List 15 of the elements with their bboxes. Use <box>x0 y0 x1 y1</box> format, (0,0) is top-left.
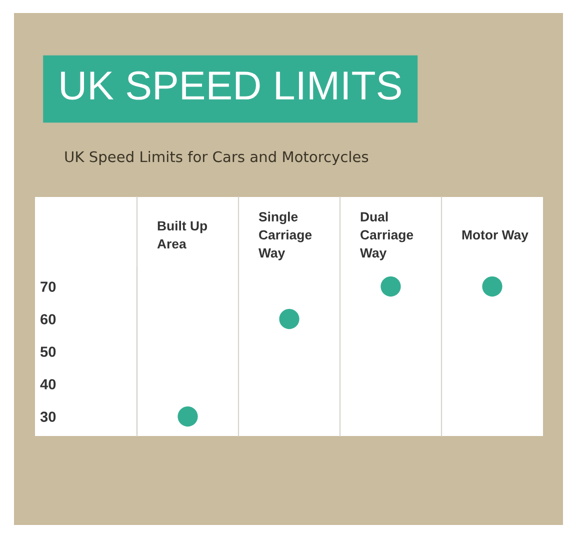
point <box>380 276 401 297</box>
chart-title: UK SPEED LIMITS <box>61 71 401 100</box>
chart-subtitle: UK Speed Limits for Cars and Motorcycles <box>65 150 368 166</box>
point <box>178 406 198 427</box>
y-tick-label: 70 <box>40 282 56 292</box>
y-tick-label: 40 <box>40 379 56 390</box>
y-tick-label: 50 <box>40 346 56 357</box>
y-tick-label: 60 <box>40 314 56 324</box>
x-tick-label: Built Up Area <box>157 220 208 249</box>
x-tick-label: Dual Carriage Way <box>360 212 414 260</box>
point <box>279 308 300 330</box>
y-tick-label: 30 <box>40 412 56 422</box>
point <box>482 276 502 297</box>
x-tick-label: Single Carriage Way <box>258 212 312 260</box>
x-tick-label: Motor Way <box>462 230 528 242</box>
